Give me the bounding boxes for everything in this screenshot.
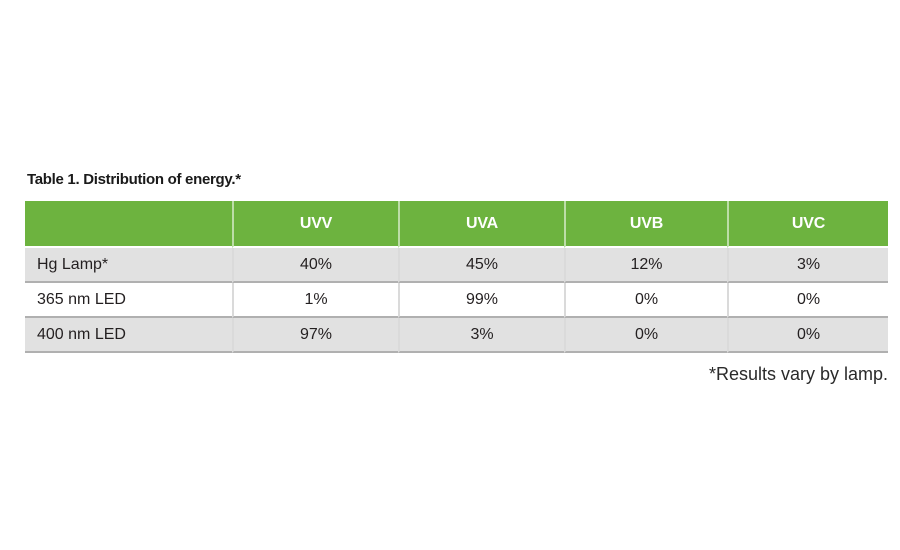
header-cell-uvb: UVB [564, 201, 727, 248]
row-label: Hg Lamp* [25, 248, 232, 283]
cell-value: 3% [727, 248, 888, 283]
cell-value: 0% [727, 283, 888, 318]
header-cell-uva: UVA [398, 201, 564, 248]
row-label: 400 nm LED [25, 318, 232, 353]
cell-value: 99% [398, 283, 564, 318]
table-footnote: *Results vary by lamp. [708, 364, 888, 384]
cell-value: 0% [727, 318, 888, 353]
cell-value: 0% [564, 318, 727, 353]
cell-value: 1% [232, 283, 398, 318]
cell-value: 40% [232, 248, 398, 283]
cell-value: 97% [232, 318, 398, 353]
row-label: 365 nm LED [25, 283, 232, 318]
energy-distribution-table: UVV UVA UVB UVC Hg Lamp* 40% 45% 12% 3% … [25, 201, 888, 353]
cell-value: 0% [564, 283, 727, 318]
header-cell-uvv: UVV [232, 201, 398, 248]
header-cell-blank [25, 201, 232, 248]
cell-value: 45% [398, 248, 564, 283]
table-caption: Table 1. Distribution of energy.* [27, 171, 241, 188]
cell-value: 12% [564, 248, 727, 283]
cell-value: 3% [398, 318, 564, 353]
header-cell-uvc: UVC [727, 201, 888, 248]
